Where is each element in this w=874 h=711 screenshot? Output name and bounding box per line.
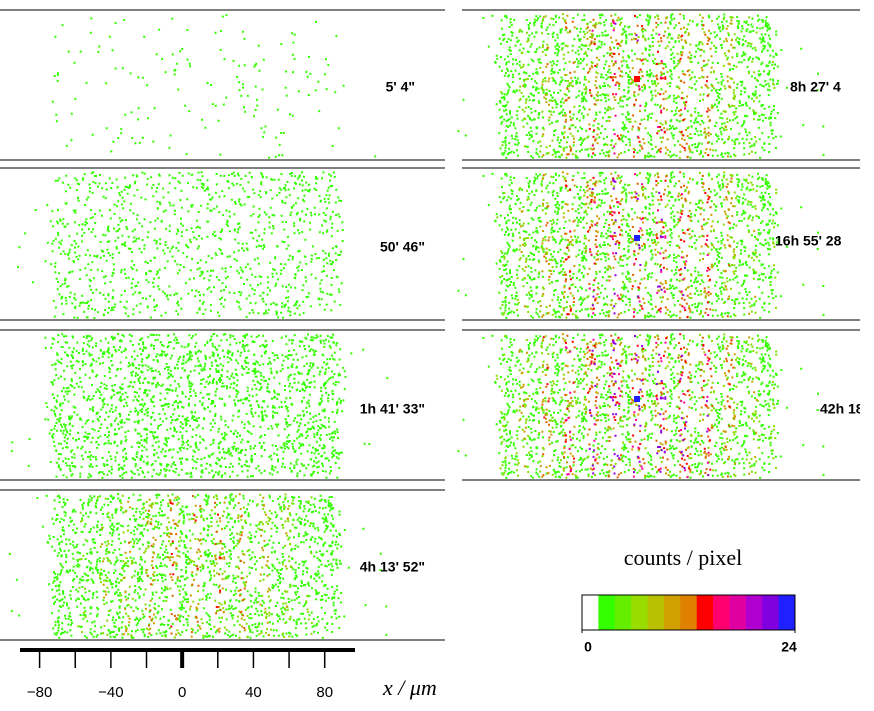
panel: 42h 18 (457, 329, 864, 481)
colorbar-segment (614, 595, 632, 630)
panel: 1h 41' 33" (0, 329, 445, 481)
x-axis-label: x / μm (382, 675, 437, 700)
center-spot (634, 396, 640, 402)
detector-counts (51, 14, 377, 159)
colorbar-segment (598, 595, 616, 630)
colorbar-segment (745, 595, 763, 630)
colorbar-frame (581, 594, 796, 631)
colorbar-tick-label: 0 (584, 639, 592, 655)
detector-counts (457, 333, 825, 479)
colorbar-segment (713, 595, 730, 630)
panel: 16h 55' 28 (457, 167, 860, 321)
panel-label: 8h 27' 4 (790, 79, 841, 95)
colorbar-segment (647, 595, 665, 630)
panel-label: 16h 55' 28 (775, 233, 842, 249)
detector-counts (17, 171, 344, 319)
detector-counts (522, 13, 735, 159)
x-tick-label: −40 (98, 684, 123, 701)
colorbar-segment (582, 595, 599, 630)
x-tick-label: 0 (178, 684, 186, 701)
detector-counts (77, 493, 313, 639)
colorbar-segment (762, 595, 780, 630)
detector-counts (457, 13, 825, 159)
detector-counts (591, 20, 686, 155)
colorbar-tick-label: 24 (781, 639, 797, 655)
panel-label: 1h 41' 33" (360, 401, 425, 417)
panel-label: 42h 18 (820, 401, 864, 417)
detector-counts (519, 171, 757, 319)
center-spot (634, 76, 640, 82)
colorbar-title: counts / pixel (624, 545, 743, 570)
x-tick-label: 40 (245, 684, 262, 701)
colorbar-segment (663, 595, 681, 630)
panel: 8h 27' 4 (457, 9, 860, 161)
detector-counts (457, 171, 825, 319)
panels: 5' 4" 50' 46" 1h 41' 33" 4h 13' 52" 8h 27' 4… (0, 9, 864, 641)
colorbar-segment (778, 595, 796, 630)
x-tick-label: −80 (27, 684, 52, 701)
x-tick-label: 80 (316, 684, 333, 701)
colorbar-segment (680, 595, 698, 630)
colorbar-segment (696, 595, 714, 630)
colorbar-segment (729, 595, 747, 630)
panel-label: 4h 13' 52" (360, 559, 425, 575)
panel-label: 50' 46" (380, 239, 425, 255)
colorbar-segment (631, 595, 649, 630)
panel: 4h 13' 52" (0, 489, 445, 641)
panel-label: 5' 4" (386, 79, 415, 95)
center-spot (634, 235, 640, 241)
panel: 50' 46" (0, 167, 445, 321)
detector-counts (591, 178, 686, 315)
panel: 5' 4" (0, 9, 445, 161)
detector-counts (10, 333, 389, 479)
